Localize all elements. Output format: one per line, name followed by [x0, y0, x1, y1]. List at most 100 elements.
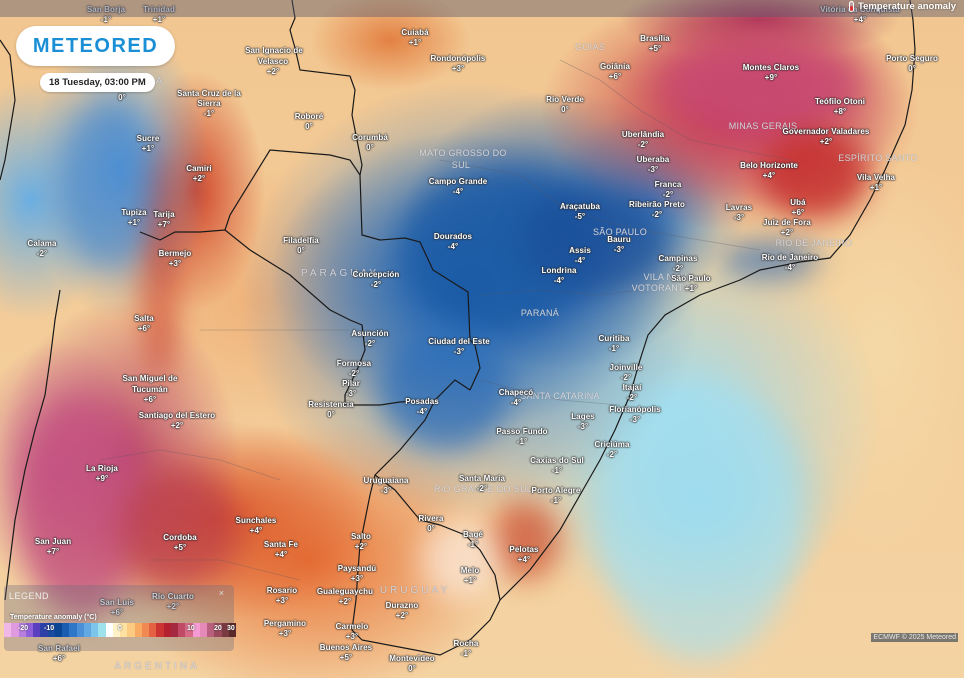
city-marker[interactable]: Carmelo +3° — [336, 622, 369, 642]
city-marker[interactable]: Rio Verde 0° — [546, 95, 584, 115]
city-marker[interactable]: Posadas -4° — [405, 397, 439, 417]
legend-close-button[interactable]: × — [218, 588, 224, 598]
city-marker[interactable]: Lavras -3° — [726, 203, 752, 223]
city-anomaly-value: -2° — [672, 264, 684, 273]
city-marker[interactable]: Sunchales +4° — [236, 516, 277, 536]
city-marker[interactable]: Bermejo +3° — [159, 249, 192, 269]
city-marker[interactable]: San Juan +7° — [35, 537, 71, 557]
city-anomaly-value: -2° — [36, 249, 48, 258]
city-marker[interactable]: San Ignacio de — [245, 46, 303, 56]
city-marker[interactable]: Pergamino +3° — [264, 619, 306, 639]
city-marker[interactable]: Dourados -4° — [434, 232, 472, 252]
city-name: Resistencia — [308, 400, 354, 409]
city-marker[interactable]: Franca -2° — [655, 180, 682, 200]
city-marker[interactable]: Sucre +1° — [137, 134, 160, 154]
city-marker[interactable]: Assis -4° — [569, 246, 591, 266]
city-marker[interactable]: Río Cuarto +2° — [152, 592, 194, 612]
city-marker[interactable]: Rio de Janeiro -4° — [762, 253, 819, 273]
city-marker[interactable]: Velasco +2° — [258, 57, 289, 77]
city-marker[interactable]: Rocha -1° — [454, 639, 479, 659]
city-marker[interactable]: Cordoba +5° — [163, 533, 197, 553]
city-marker[interactable]: Calama -2° — [27, 239, 56, 259]
city-marker[interactable]: Trinidad +1° — [143, 5, 175, 25]
city-marker[interactable]: Uruguaiana -3° — [363, 476, 408, 496]
city-marker[interactable]: San Borja -1° — [87, 5, 125, 25]
city-marker[interactable]: Ribeirão Preto -2° — [629, 200, 685, 220]
city-marker[interactable]: Salta +6° — [134, 314, 154, 334]
city-marker[interactable]: Caxias do Sul -1° — [530, 456, 584, 476]
city-marker[interactable]: Passo Fundo -1° — [496, 427, 547, 447]
city-marker[interactable]: Paysandú +3° — [338, 564, 377, 584]
city-marker[interactable]: Durazno +2° — [386, 601, 419, 621]
city-marker[interactable]: Ciudad del Este -3° — [428, 337, 490, 357]
city-marker[interactable]: Pelotas +4° — [509, 545, 538, 565]
city-marker[interactable]: Asunción -2° — [351, 329, 388, 349]
forecast-datetime[interactable]: 18 Tuesday, 03:00 PM — [40, 73, 155, 92]
city-marker[interactable]: Bagé -1° — [463, 530, 483, 550]
city-marker[interactable]: Rosario +3° — [267, 586, 298, 606]
city-marker[interactable]: Curitiba -1° — [598, 334, 629, 354]
city-marker[interactable]: San Miguel de — [122, 374, 177, 384]
city-marker[interactable]: Camiri +2° — [186, 164, 212, 184]
region-label: MINAS GERAIS — [728, 121, 798, 131]
city-marker[interactable]: Salto +2° — [351, 532, 371, 552]
city-marker[interactable]: San Rafael +6° — [38, 644, 80, 664]
city-marker[interactable]: Florianópolis -3° — [609, 405, 661, 425]
city-marker[interactable]: Itajaí -2° — [623, 383, 642, 403]
city-marker[interactable]: Cuiabá +1° — [401, 28, 428, 48]
city-marker[interactable]: Montevideo 0° — [389, 654, 434, 674]
city-marker[interactable]: Goiânia +6° — [600, 62, 630, 82]
city-marker[interactable]: Roboré 0° — [295, 112, 324, 132]
city-marker[interactable]: Belo Horizonte +4° — [740, 161, 798, 181]
meteored-logo[interactable]: METEORED — [16, 26, 175, 66]
city-marker[interactable]: Governador Valadares +2° — [783, 127, 870, 147]
city-marker[interactable]: Joinville -2° — [610, 363, 643, 383]
city-name: Montes Claros — [742, 63, 800, 72]
city-marker[interactable]: Formosa -2° — [337, 359, 372, 379]
city-marker[interactable]: Tupiza +1° — [121, 208, 146, 228]
city-marker[interactable]: Londrina -4° — [541, 266, 576, 286]
city-marker[interactable]: Tucumán +6° — [132, 385, 168, 405]
city-marker[interactable]: Santa Cruz de la — [177, 89, 241, 99]
city-anomaly-value: +5° — [173, 543, 187, 552]
city-marker[interactable]: Filadelfia 0° — [283, 236, 319, 256]
city-marker[interactable]: Chapecó -4° — [499, 388, 534, 408]
city-marker[interactable]: Brasília +5° — [640, 34, 670, 54]
city-marker[interactable]: Resistencia 0° — [308, 400, 354, 420]
city-marker[interactable]: Concepción -2° — [353, 270, 400, 290]
city-marker[interactable]: Porto Seguro 0° — [886, 54, 938, 74]
city-marker[interactable]: Uberlândia -2° — [622, 130, 664, 150]
city-marker[interactable]: Tarija +7° — [153, 210, 174, 230]
city-marker[interactable]: Ubá +6° — [790, 198, 805, 218]
city-name: Pelotas — [509, 545, 539, 554]
city-marker[interactable]: San Luis +6° — [100, 598, 134, 618]
city-marker[interactable]: Buenos Aires +5° — [320, 643, 372, 663]
city-marker[interactable]: Montes Claros +9° — [743, 63, 799, 83]
city-marker[interactable]: Rondonópolis +3° — [431, 54, 486, 74]
city-marker[interactable]: Criciúma -2° — [594, 440, 629, 460]
city-marker[interactable]: Campo Grande -4° — [429, 177, 488, 197]
city-marker[interactable]: Vitória da Conquista +4° — [820, 5, 900, 25]
city-marker[interactable]: Juiz de Fora +2° — [763, 218, 811, 238]
city-marker[interactable]: Santa Maria -2° — [459, 474, 505, 494]
city-marker[interactable]: Porto Alegre -1° — [532, 486, 581, 506]
city-anomaly-value: +1° — [869, 183, 883, 192]
city-marker[interactable]: São Paulo +1° — [671, 274, 711, 294]
city-marker[interactable]: Bauru -3° — [607, 235, 631, 255]
city-marker[interactable]: Teófilo Otoni +8° — [815, 97, 865, 117]
city-marker[interactable]: Vila Velha +1° — [857, 173, 895, 193]
city-marker[interactable]: Santa Fe +4° — [264, 540, 298, 560]
city-marker[interactable]: Santiago del Estero +2° — [139, 411, 216, 431]
city-marker[interactable]: La Rioja +9° — [86, 464, 118, 484]
city-marker[interactable]: Araçatuba -5° — [560, 202, 600, 222]
city-marker[interactable]: Campinas -2° — [658, 254, 697, 274]
city-marker[interactable]: Uberaba -3° — [637, 155, 670, 175]
city-marker[interactable]: Gualeguaychu +2° — [317, 587, 373, 607]
city-marker[interactable]: Corumbá 0° — [352, 133, 388, 153]
city-marker[interactable]: Sierra -1° — [197, 99, 220, 119]
city-marker[interactable]: Rivera 0° — [418, 514, 443, 534]
city-marker[interactable]: Lages -3° — [571, 412, 595, 432]
city-marker[interactable]: Pilar -3° — [342, 379, 360, 399]
city-marker[interactable]: Melo +1° — [461, 566, 480, 586]
